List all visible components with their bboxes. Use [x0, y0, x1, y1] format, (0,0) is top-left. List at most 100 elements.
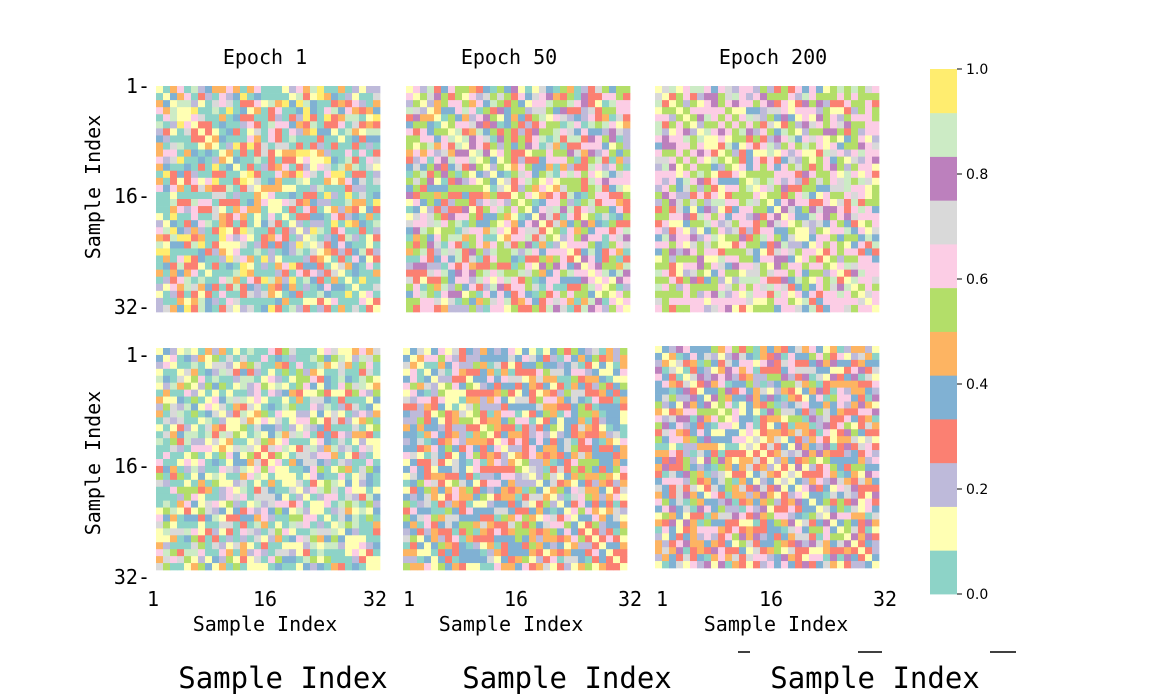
heatmap-cell: [156, 121, 164, 129]
heatmap-cell: [170, 135, 178, 143]
heatmap-cell: [508, 396, 516, 404]
heatmap-cell: [599, 452, 607, 460]
heatmap-cell: [532, 135, 540, 143]
heatmap-cell: [490, 227, 498, 235]
heatmap-cell: [177, 290, 185, 299]
heatmap-cell: [501, 431, 509, 439]
heatmap-cell: [494, 396, 502, 404]
heatmap-cell: [616, 156, 624, 165]
heatmap-cell: [809, 114, 817, 122]
heatmap-cell: [177, 563, 185, 571]
heatmap-cell: [261, 213, 269, 221]
heatmap-cell: [156, 297, 164, 306]
heatmap-cell: [781, 213, 789, 221]
heatmap-cell: [431, 403, 439, 411]
heatmap-cell: [774, 128, 782, 136]
heatmap-cell: [254, 424, 262, 432]
heatmap-cell: [434, 297, 442, 306]
heatmap-cell: [282, 206, 290, 214]
heatmap-cell: [830, 135, 838, 143]
heatmap-cell: [296, 479, 304, 488]
heatmap-cell: [163, 100, 171, 108]
heatmap-cell: [662, 304, 670, 313]
heatmap-cell: [163, 213, 171, 221]
heatmap-cell: [613, 403, 621, 411]
heatmap-cell: [441, 283, 449, 292]
heatmap-cell: [504, 170, 512, 179]
heatmap-cell: [406, 121, 414, 129]
heatmap-cell: [623, 170, 631, 179]
heatmap-cell: [275, 276, 283, 285]
heatmap-cell: [525, 262, 533, 270]
heatmap-cell: [511, 149, 519, 157]
heatmap-cell: [683, 191, 691, 200]
heatmap-cell: [851, 177, 859, 186]
heatmap-cell: [240, 500, 248, 508]
heatmap-cell: [310, 283, 318, 292]
heatmap-cell: [802, 163, 810, 172]
heatmap-cell: [406, 297, 414, 306]
heatmap-cell: [198, 100, 206, 108]
heatmap-cell: [795, 100, 803, 108]
heatmap-cell: [490, 156, 498, 165]
heatmap-cell: [310, 114, 318, 122]
heatmap-cell: [296, 248, 304, 256]
heatmap-cell: [233, 542, 241, 550]
heatmap-cell: [212, 354, 220, 363]
heatmap-cell: [592, 521, 600, 529]
heatmap-cell: [823, 156, 831, 165]
heatmap-cell: [865, 107, 873, 115]
heatmap-cell: [324, 472, 332, 481]
heatmap-cell: [480, 361, 488, 370]
heatmap-cell: [205, 396, 213, 404]
heatmap-cell: [602, 220, 610, 228]
heatmap-cell: [156, 361, 164, 370]
heatmap-cell: [352, 486, 360, 495]
heatmap-cell: [156, 417, 164, 425]
heatmap-cell: [711, 248, 719, 256]
heatmap-cell: [212, 493, 220, 501]
heatmap-cell: [219, 500, 227, 508]
heatmap-cell: [732, 283, 740, 292]
heatmap-cell: [233, 465, 241, 474]
heatmap-cell: [373, 424, 381, 432]
heatmap-cell: [788, 213, 796, 221]
heatmap-cell: [858, 142, 866, 150]
heatmap-cell: [226, 542, 234, 550]
heatmap-cell: [480, 493, 488, 501]
heatmap-cell: [156, 234, 164, 242]
heatmap-cell: [198, 114, 206, 122]
heatmap-cell: [324, 403, 332, 411]
heatmap-cell: [704, 290, 712, 299]
heatmap-cell: [872, 241, 880, 249]
heatmap-cell: [620, 465, 628, 474]
heatmap-cell: [261, 361, 269, 370]
heatmap-cell: [219, 170, 227, 179]
heatmap-cell: [581, 114, 589, 122]
heatmap-cell: [501, 403, 509, 411]
heatmap-cell: [345, 542, 353, 550]
heatmap-cell: [704, 142, 712, 150]
heatmap-cell: [219, 255, 227, 263]
heatmap-cell: [261, 542, 269, 550]
heatmap-cell: [574, 163, 582, 172]
heatmap-cell: [546, 86, 554, 94]
heatmap-cell: [226, 361, 234, 370]
heatmap-cell: [858, 107, 866, 115]
heatmap-cell: [289, 354, 297, 363]
heatmap-cell: [198, 528, 206, 536]
heatmap-cell: [578, 354, 586, 363]
heatmap-cell: [725, 184, 733, 193]
heatmap-cell: [711, 128, 719, 136]
heatmap-cell: [497, 227, 505, 235]
heatmap-cell: [331, 86, 339, 94]
heatmap-cell: [448, 304, 456, 313]
heatmap-cell: [345, 396, 353, 404]
heatmap-cell: [557, 375, 565, 384]
heatmap-cell: [434, 241, 442, 249]
heatmap-cell: [184, 514, 192, 522]
heatmap-cell: [247, 375, 255, 384]
heatmap-cell: [606, 500, 614, 508]
heatmap-cell: [711, 213, 719, 221]
heatmap-cell: [578, 431, 586, 439]
